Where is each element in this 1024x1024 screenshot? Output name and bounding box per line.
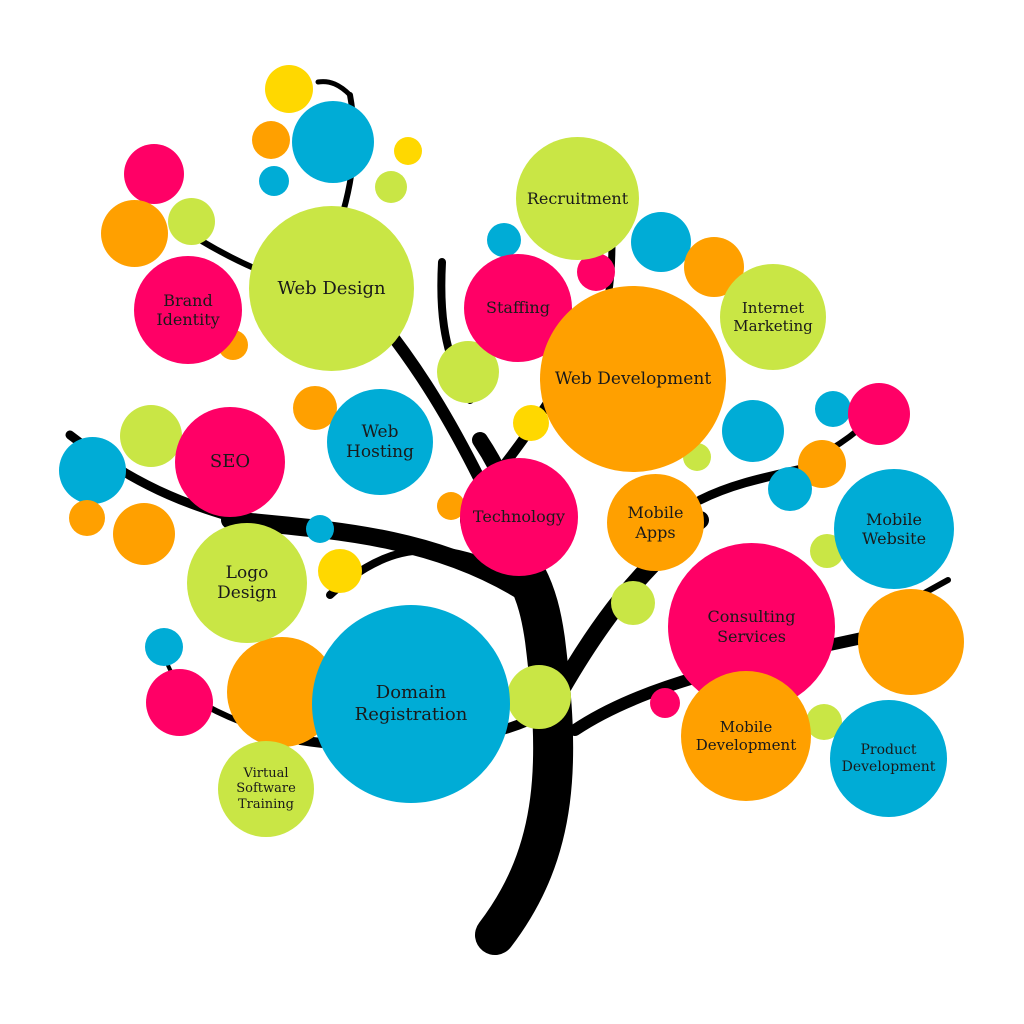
bubble-web-development: Web Development <box>540 286 726 472</box>
dot <box>631 212 691 272</box>
label-technology: Technology <box>472 507 566 527</box>
dot <box>252 121 290 159</box>
label-mobile-development: Mobile Development <box>695 718 797 754</box>
bubble-virtual-software-training: Virtual Software Training <box>218 741 314 837</box>
label-internet-marketing: Internet Marketing <box>733 299 813 335</box>
dot <box>101 200 168 267</box>
bubble-mobile-development: Mobile Development <box>681 671 811 801</box>
label-product-development: Product Development <box>841 741 936 775</box>
label-domain-registration: Domain Registration <box>354 682 468 725</box>
dot <box>168 198 215 245</box>
bubble-seo: SEO <box>175 407 285 517</box>
dot <box>375 171 407 203</box>
dot <box>120 405 182 467</box>
bubble-mobile-website: Mobile Website <box>834 469 954 589</box>
label-mobile-website: Mobile Website <box>861 509 927 548</box>
dot <box>113 503 175 565</box>
dot <box>650 688 680 718</box>
dot <box>145 628 183 666</box>
bubble-web-hosting: Web Hosting <box>327 389 433 495</box>
label-recruitment: Recruitment <box>526 188 629 208</box>
dot <box>265 65 313 113</box>
bubble-technology: Technology <box>460 458 578 576</box>
bubble-logo-design: Logo Design <box>187 523 307 643</box>
label-seo: SEO <box>209 451 251 473</box>
branch-left-main <box>221 511 529 599</box>
dot <box>292 101 374 183</box>
dot <box>69 500 105 536</box>
label-virtual-software-training: Virtual Software Training <box>236 765 296 812</box>
dot <box>259 166 289 196</box>
dot <box>487 223 521 257</box>
dot <box>394 137 422 165</box>
label-brand-identity: Brand Identity <box>156 290 220 329</box>
dot <box>59 437 126 504</box>
dot <box>146 669 213 736</box>
dot <box>858 589 964 695</box>
label-consulting-services: Consulting Services <box>707 607 796 646</box>
bubble-internet-marketing: Internet Marketing <box>720 264 826 370</box>
dot <box>768 467 812 511</box>
label-logo-design: Logo Design <box>217 562 277 603</box>
label-web-development: Web Development <box>554 368 712 389</box>
bubble-recruitment: Recruitment <box>516 137 639 260</box>
branch-web-design-curl <box>315 79 353 98</box>
label-mobile-apps: Mobile Apps <box>627 503 684 542</box>
bubble-product-development: Product Development <box>830 700 947 817</box>
bubble-web-design: Web Design <box>249 206 414 371</box>
bubble-mobile-apps: Mobile Apps <box>607 474 704 571</box>
dot <box>507 665 571 729</box>
dot <box>318 549 362 593</box>
dot <box>513 405 549 441</box>
label-web-hosting: Web Hosting <box>346 421 414 462</box>
label-web-design: Web Design <box>277 277 386 299</box>
dot <box>848 383 910 445</box>
label-staffing: Staffing <box>486 298 550 318</box>
dot <box>815 391 851 427</box>
dot <box>306 515 334 543</box>
bubble-domain-registration: Domain Registration <box>312 605 510 803</box>
dot <box>722 400 784 462</box>
bubble-brand-identity: Brand Identity <box>134 256 242 364</box>
dot <box>124 144 184 204</box>
bubble-staffing: Staffing <box>464 254 572 362</box>
dot <box>611 581 655 625</box>
